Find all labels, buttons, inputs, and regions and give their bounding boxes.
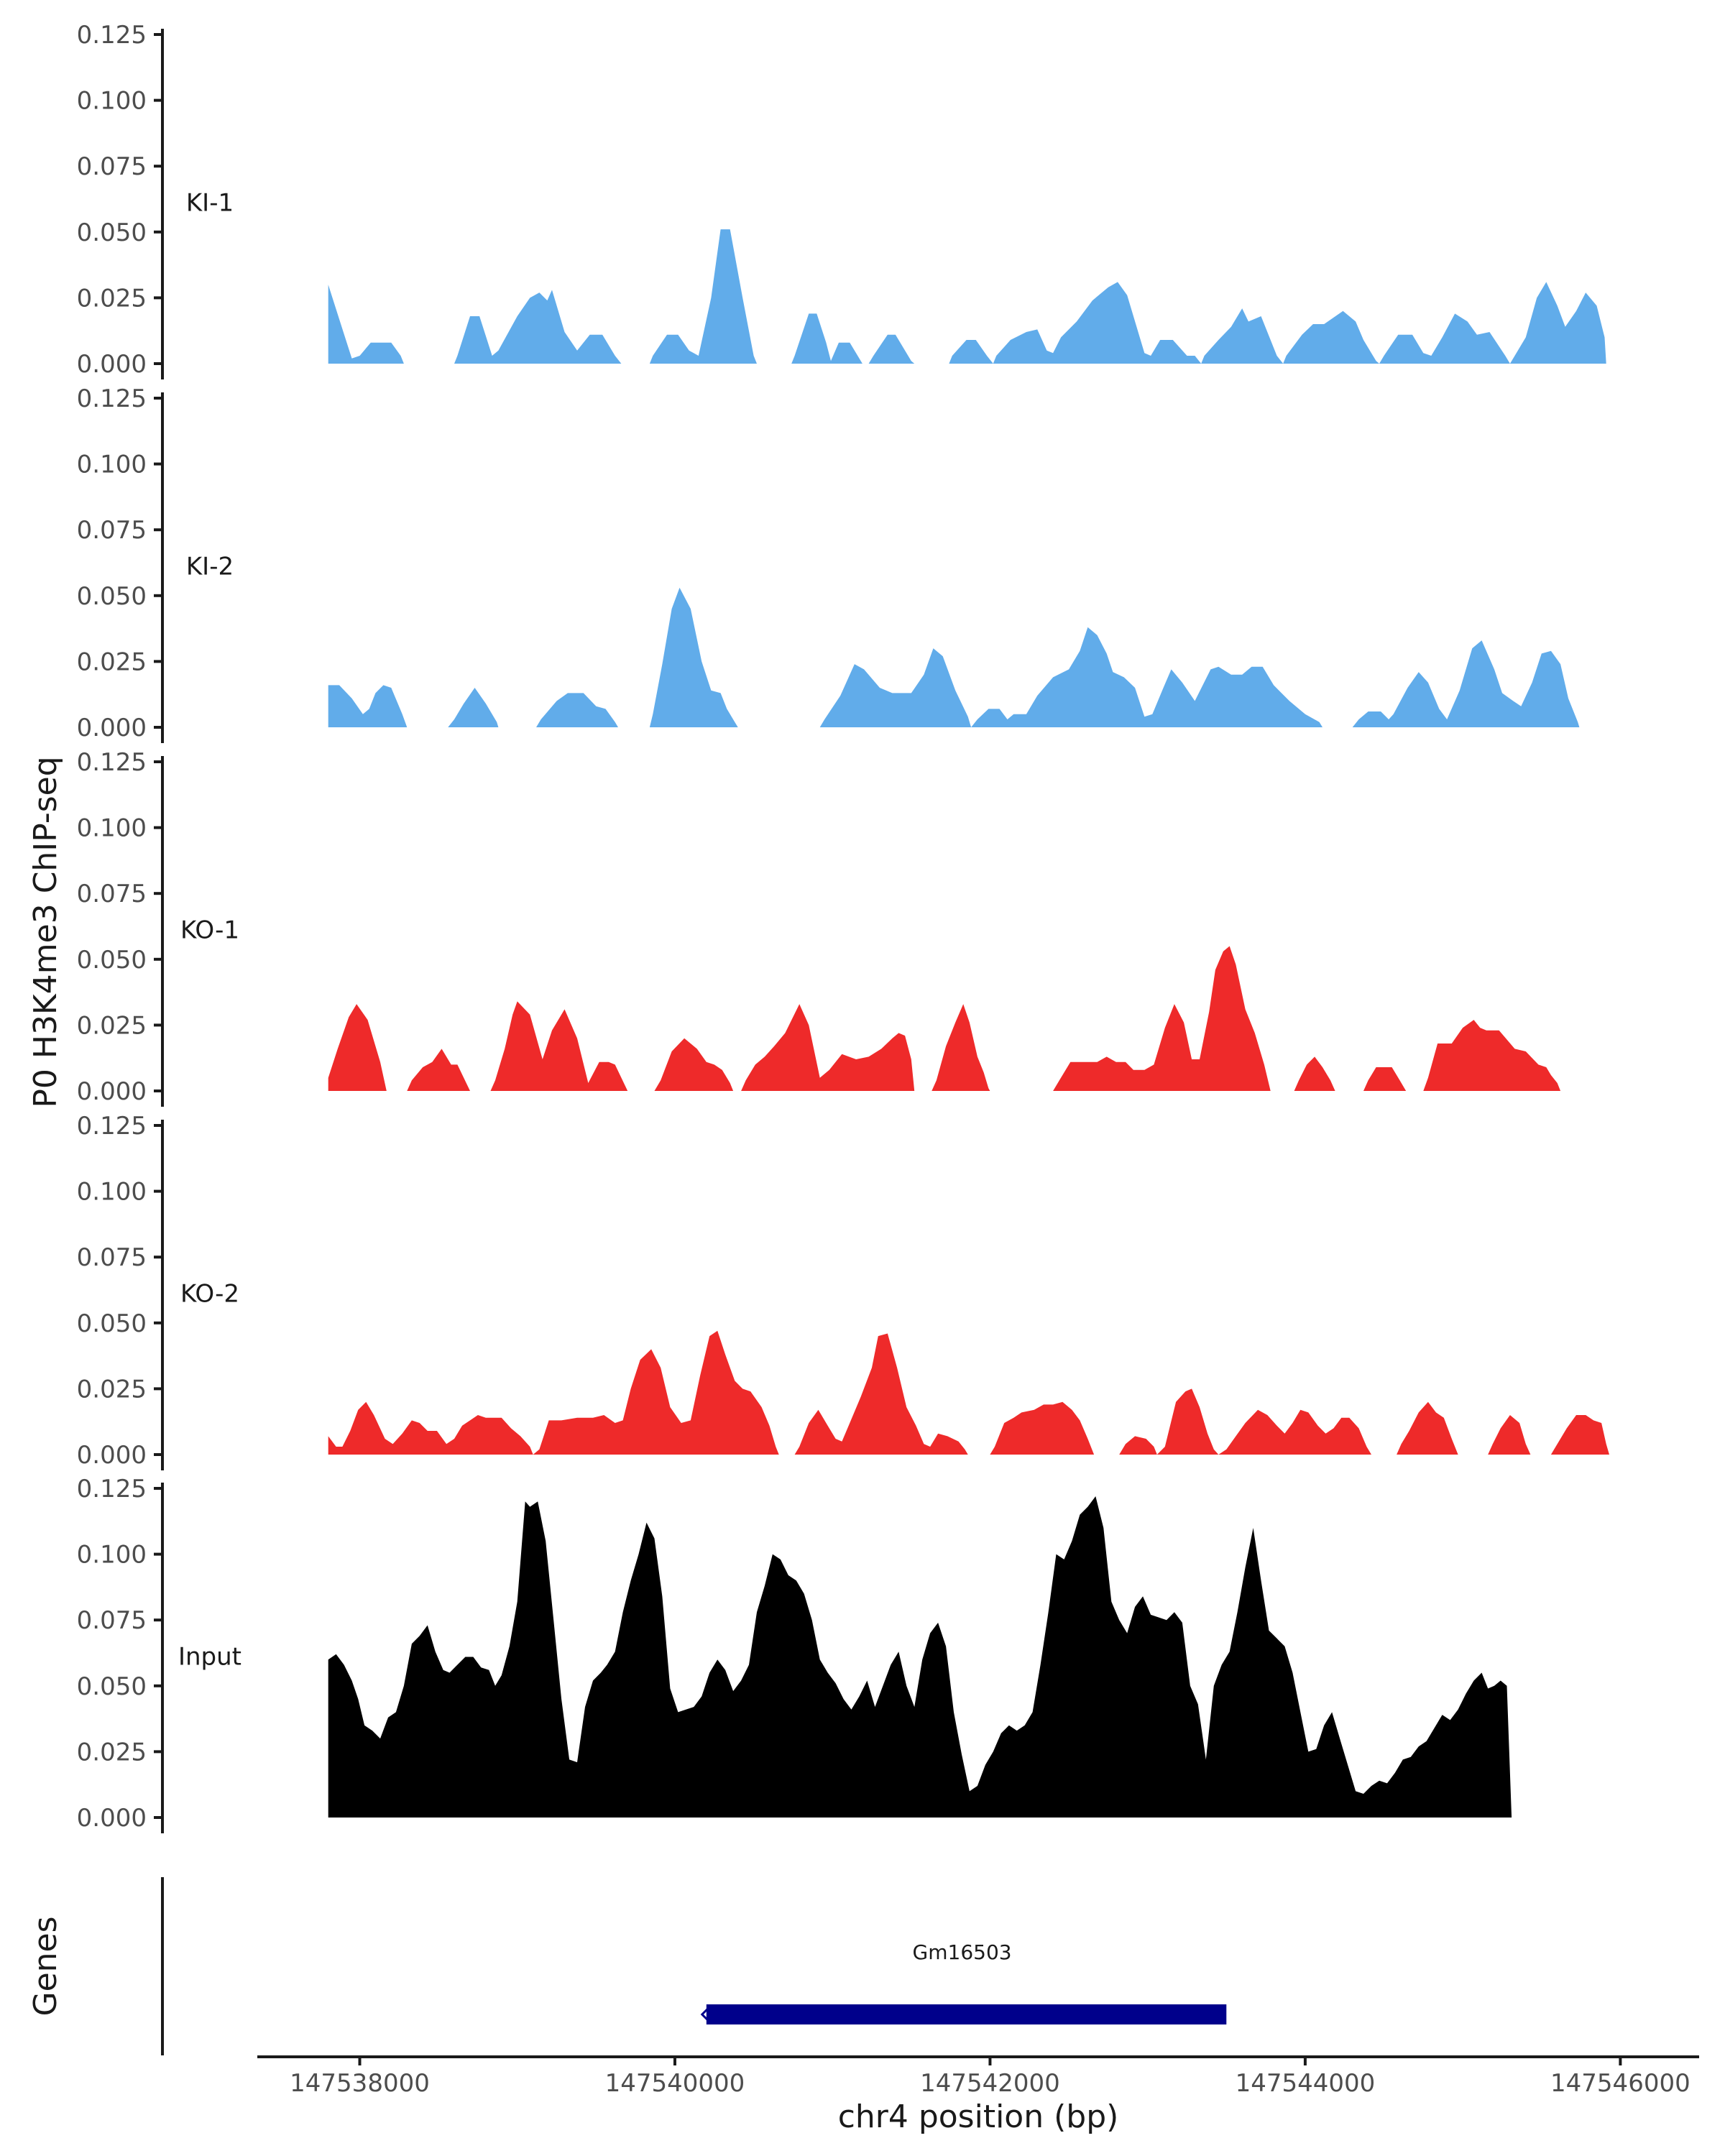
y-tick-label: 0.100	[77, 1541, 147, 1570]
y-tick-label: 0.050	[77, 1672, 147, 1701]
x-tick-label: 147544000	[1236, 2069, 1376, 2098]
track-label: KI-2	[186, 552, 234, 581]
track-panel-ki-2: 0.000 0.025 0.050 0.075 0.100 0.125 KI-2	[77, 384, 1580, 743]
x-ticks: 147538000 147540000 147542000 147544000 1475…	[290, 2057, 1690, 2098]
x-tick-label: 147542000	[920, 2069, 1060, 2098]
y-tick-label: 0.100	[77, 451, 147, 479]
gene-body	[706, 2004, 1227, 2024]
y-tick-label: 0.025	[77, 1375, 147, 1404]
y-tick-label: 0.025	[77, 1738, 147, 1766]
y-tick-label: 0.050	[77, 1309, 147, 1338]
y-tick-label: 0.125	[77, 1112, 147, 1141]
track-panel-input: 0.000 0.025 0.050 0.075 0.100 0.125 Input	[77, 1475, 1512, 1833]
y-tick-label: 0.000	[77, 714, 147, 742]
y-tick-label: 0.075	[77, 152, 147, 181]
y-tick-label: 0.125	[77, 748, 147, 777]
y-tick-label: 0.075	[77, 1606, 147, 1635]
y-tick-label: 0.050	[77, 946, 147, 975]
strand-arrow-icon	[700, 2007, 709, 2022]
y-tick-label: 0.000	[77, 350, 147, 379]
x-axis-title: chr4 position (bp)	[838, 2099, 1119, 2135]
gene-group: Gm16503	[700, 1940, 1227, 2024]
signal-area	[328, 587, 1580, 727]
x-tick-label: 147540000	[605, 2069, 745, 2098]
tracks-group: 0.0000.0250.0500.0750.1000.125KI-10.0000…	[77, 21, 1610, 1833]
y-tick-label: 0.075	[77, 1243, 147, 1272]
y-tick-label: 0.100	[77, 814, 147, 843]
y-tick-label: 0.000	[77, 1804, 147, 1833]
signal-area	[328, 946, 1561, 1091]
gene-track-panel: Genes Gm16503	[27, 1877, 1227, 2055]
signal-area	[328, 1496, 1512, 1818]
y-tick-label: 0.075	[77, 516, 147, 545]
y-tick-label: 0.025	[77, 648, 147, 676]
y-tick-label: 0.125	[77, 21, 147, 50]
track-label: KI-1	[186, 188, 234, 217]
x-tick-label: 147538000	[290, 2069, 430, 2098]
x-axis: 147538000 147540000 147542000 147544000 1475…	[257, 2055, 1699, 2135]
track-label: Input	[178, 1642, 242, 1671]
y-tick-label: 0.025	[77, 1011, 147, 1040]
track-label: KO-1	[180, 916, 239, 944]
y-tick-label: 0.100	[77, 87, 147, 116]
track-label: KO-2	[180, 1279, 239, 1308]
track-panel-ko-2: 0.000 0.025 0.050 0.075 0.100 0.125 KO-2	[77, 1112, 1610, 1470]
y-tick-label: 0.025	[77, 284, 147, 313]
signal-area	[328, 1330, 1610, 1455]
y-tick-label: 0.000	[77, 1441, 147, 1470]
y-axis-title: P0 H3K4me3 ChIP-seq	[27, 756, 64, 1107]
y-tick-label: 0.050	[77, 218, 147, 247]
x-tick-label: 147546000	[1550, 2069, 1690, 2098]
y-tick-label: 0.000	[77, 1077, 147, 1106]
signal-area	[328, 229, 1606, 364]
y-tick-label: 0.125	[77, 384, 147, 413]
y-tick-label: 0.125	[77, 1475, 147, 1503]
gene-track-title: Genes	[27, 1916, 64, 2016]
track-panel-ki-1: 0.000 0.025 0.050 0.075 0.100 0.125 KI-1	[77, 21, 1606, 379]
y-tick-label: 0.075	[77, 880, 147, 908]
y-tick-label: 0.050	[77, 582, 147, 611]
track-panel-ko-1: 0.000 0.025 0.050 0.075 0.100 0.125 KO-1	[77, 748, 1561, 1107]
gene-label: Gm16503	[913, 1940, 1012, 1964]
y-tick-label: 0.100	[77, 1178, 147, 1207]
